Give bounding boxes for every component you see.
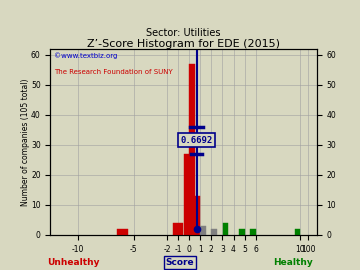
- Bar: [173, 223, 184, 235]
- Text: Unhealthy: Unhealthy: [47, 258, 99, 267]
- Bar: [195, 196, 200, 235]
- Bar: [222, 223, 228, 235]
- Bar: [189, 64, 195, 235]
- Bar: [117, 229, 128, 235]
- Text: Sector: Utilities: Sector: Utilities: [147, 28, 221, 38]
- Title: Z’-Score Histogram for EDE (2015): Z’-Score Histogram for EDE (2015): [87, 39, 280, 49]
- Bar: [250, 229, 256, 235]
- Y-axis label: Number of companies (105 total): Number of companies (105 total): [21, 78, 30, 205]
- Text: Score: Score: [166, 258, 194, 267]
- Bar: [184, 154, 189, 235]
- Text: 0.6692: 0.6692: [180, 136, 213, 145]
- Bar: [211, 229, 217, 235]
- Bar: [239, 229, 244, 235]
- Text: The Research Foundation of SUNY: The Research Foundation of SUNY: [54, 69, 173, 75]
- Bar: [295, 229, 300, 235]
- Text: Healthy: Healthy: [274, 258, 313, 267]
- Bar: [200, 226, 206, 235]
- Text: ©www.textbiz.org: ©www.textbiz.org: [54, 52, 118, 59]
